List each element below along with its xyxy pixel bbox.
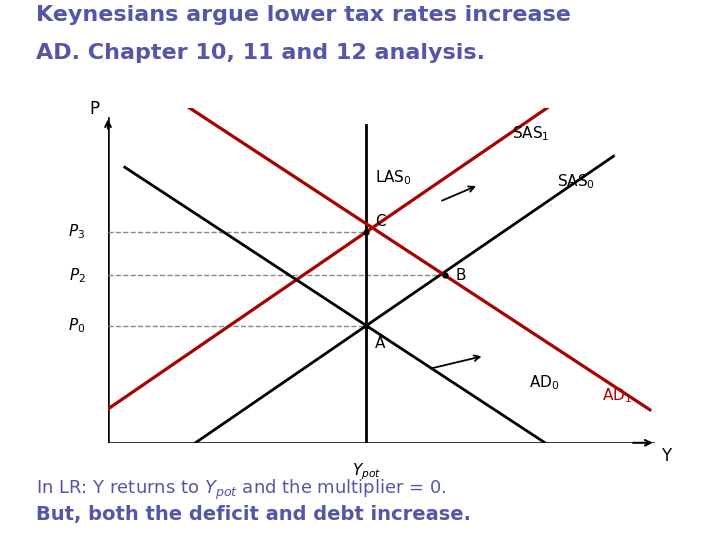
Text: $P_3$: $P_3$ [68, 222, 86, 241]
Text: SAS$_0$: SAS$_0$ [557, 172, 595, 191]
Text: AD$_0$: AD$_0$ [529, 373, 559, 392]
Text: SAS$_1$: SAS$_1$ [513, 125, 550, 144]
Text: P: P [89, 100, 99, 118]
Text: In LR: Y returns to $Y_{pot}$ and the multiplier = 0.: In LR: Y returns to $Y_{pot}$ and the mu… [36, 478, 446, 502]
Text: AD$_1$: AD$_1$ [602, 387, 632, 406]
Text: C: C [375, 213, 385, 228]
Text: A: A [375, 336, 385, 350]
Text: B: B [455, 268, 466, 283]
Text: Y: Y [661, 447, 671, 465]
Text: Keynesians argue lower tax rates increase: Keynesians argue lower tax rates increas… [36, 5, 571, 25]
Text: But, both the deficit and debt increase.: But, both the deficit and debt increase. [36, 505, 471, 524]
Text: $P_0$: $P_0$ [68, 316, 86, 335]
Text: AD. Chapter 10, 11 and 12 analysis.: AD. Chapter 10, 11 and 12 analysis. [36, 43, 485, 63]
Text: $Y_{pot}$: $Y_{pot}$ [352, 461, 381, 482]
Text: LAS$_0$: LAS$_0$ [375, 168, 412, 187]
Text: $P_2$: $P_2$ [68, 266, 86, 285]
